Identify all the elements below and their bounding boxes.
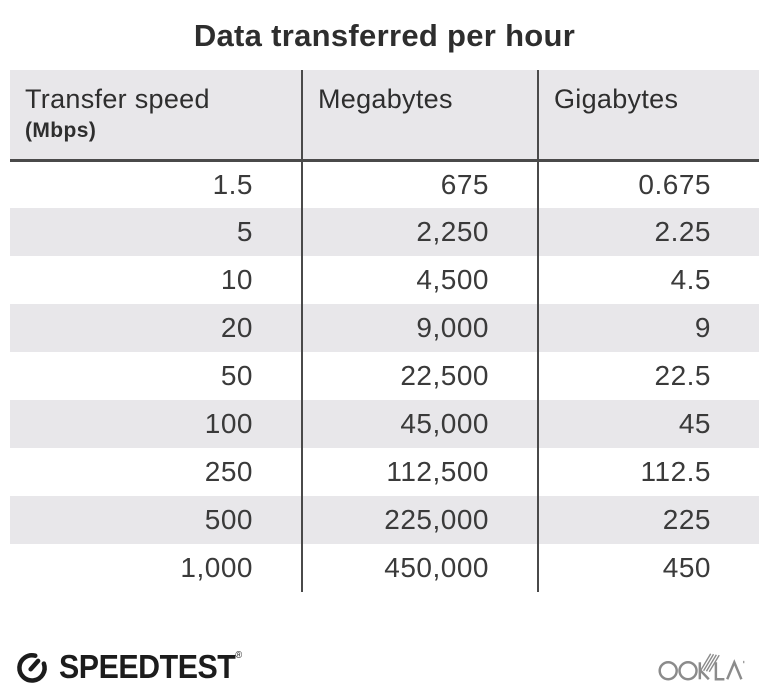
speedtest-wordmark-text: SPEEDTEST	[59, 648, 236, 685]
table-cell: 9,000	[301, 304, 538, 352]
table-cell: 45	[537, 400, 759, 448]
table-cell: 100	[204, 408, 253, 439]
col-header-megabytes: Megabytes	[301, 70, 538, 162]
speedtest-gauge-icon	[17, 653, 47, 683]
table-cell: 1,000	[180, 552, 253, 583]
table-cell: 22,500	[301, 352, 538, 400]
table-cell: 50	[220, 360, 253, 391]
ookla-letter-a	[726, 659, 743, 680]
table-row: 50 22,500 22.5	[10, 352, 759, 400]
table-cell: 5	[236, 216, 253, 247]
table-row: 20 9,000 9	[10, 304, 759, 352]
ookla-letter-k-lines	[700, 653, 720, 673]
table-cell: 2,250	[301, 208, 538, 256]
table-cell: 1.5	[212, 168, 253, 200]
table-row: 5 2,250 2.25	[10, 208, 759, 256]
table-row: 250 112,500 112.5	[10, 448, 759, 496]
col-header-transfer-speed: Transfer speed (Mbps)	[10, 70, 302, 162]
col-header-transfer-speed-unit: (Mbps)	[25, 119, 97, 142]
table-row: 1,000 450,000 450	[10, 544, 759, 592]
speedtest-logo: SPEEDTEST®	[14, 648, 258, 686]
page-title: Data transferred per hour	[193, 18, 576, 53]
table-row: 10 4,500 4.5	[10, 256, 759, 304]
table-cell: 20	[220, 312, 253, 343]
table-row: 500 225,000 225	[10, 496, 759, 544]
ookla-letter-o1	[658, 661, 678, 681]
table-row: 1.5 675 0.675	[10, 160, 759, 208]
table-cell: 4,500	[301, 256, 538, 304]
table-cell: 4.5	[537, 256, 759, 304]
table-cell: 250	[204, 456, 253, 487]
ookla-letter-l	[714, 662, 725, 681]
ookla-logo	[658, 653, 745, 681]
col-header-gigabytes: Gigabytes	[537, 70, 759, 162]
table-body: 1.5 675 0.675 5 2,250 2.25 10 4,500 4.5 20 9,000 9 5…	[10, 160, 759, 592]
table-row: 100 45,000 45	[10, 400, 759, 448]
table-cell: 500	[204, 504, 253, 535]
table-cell: 10	[220, 264, 253, 295]
table-cell: 225	[537, 496, 759, 544]
table-cell: 450	[537, 544, 759, 592]
table-cell: 0.675	[537, 160, 759, 208]
table-cell: 2.25	[537, 208, 759, 256]
table-cell: 675	[301, 160, 538, 208]
table-header-row: Transfer speed (Mbps) Megabytes Gigabyte…	[10, 70, 759, 162]
table-cell: 45,000	[301, 400, 538, 448]
ookla-letter-k-leg	[699, 669, 710, 681]
data-table: Transfer speed (Mbps) Megabytes Gigabyte…	[10, 70, 759, 592]
table-cell: 112.5	[537, 448, 759, 496]
speedtest-wordmark: SPEEDTEST®	[59, 648, 242, 686]
table-cell: 450,000	[301, 544, 538, 592]
col-header-transfer-speed-label: Transfer speed	[25, 84, 210, 114]
footer: SPEEDTEST®	[14, 644, 753, 690]
table-cell: 9	[537, 304, 759, 352]
table-cell: 112,500	[301, 448, 538, 496]
ookla-letter-o2	[678, 661, 698, 681]
registered-trademark-icon: ®	[235, 650, 243, 661]
table-cell: 225,000	[301, 496, 538, 544]
table-cell: 22.5	[537, 352, 759, 400]
